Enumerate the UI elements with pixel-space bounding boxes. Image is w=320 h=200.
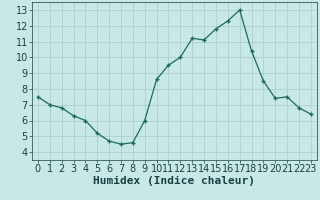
- X-axis label: Humidex (Indice chaleur): Humidex (Indice chaleur): [93, 176, 255, 186]
